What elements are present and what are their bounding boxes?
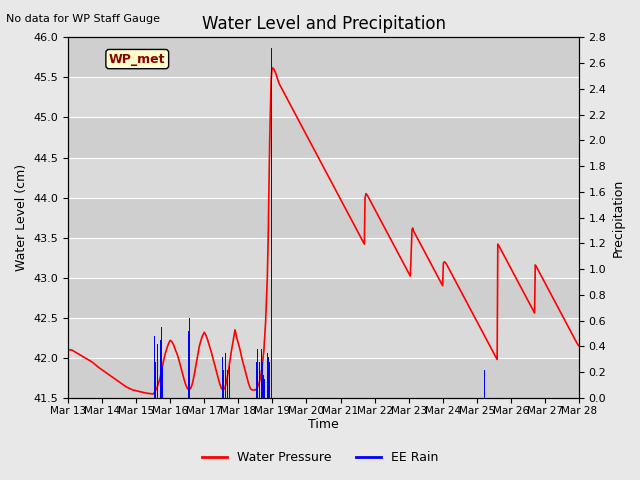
- Text: WP_met: WP_met: [109, 53, 166, 66]
- Text: No data for WP Staff Gauge: No data for WP Staff Gauge: [6, 14, 161, 24]
- Legend: Water Pressure, EE Rain: Water Pressure, EE Rain: [196, 446, 444, 469]
- Bar: [68, 278, 579, 318]
- Bar: [68, 358, 579, 398]
- X-axis label: Time: Time: [308, 419, 339, 432]
- Bar: [68, 238, 579, 278]
- Bar: [68, 318, 579, 358]
- Bar: [68, 198, 579, 238]
- Y-axis label: Water Level (cm): Water Level (cm): [15, 164, 28, 271]
- Title: Water Level and Precipitation: Water Level and Precipitation: [202, 15, 445, 33]
- Bar: [68, 37, 579, 77]
- Bar: [68, 118, 579, 157]
- Y-axis label: Precipitation: Precipitation: [612, 179, 625, 257]
- Bar: [68, 157, 579, 198]
- Bar: [68, 77, 579, 118]
